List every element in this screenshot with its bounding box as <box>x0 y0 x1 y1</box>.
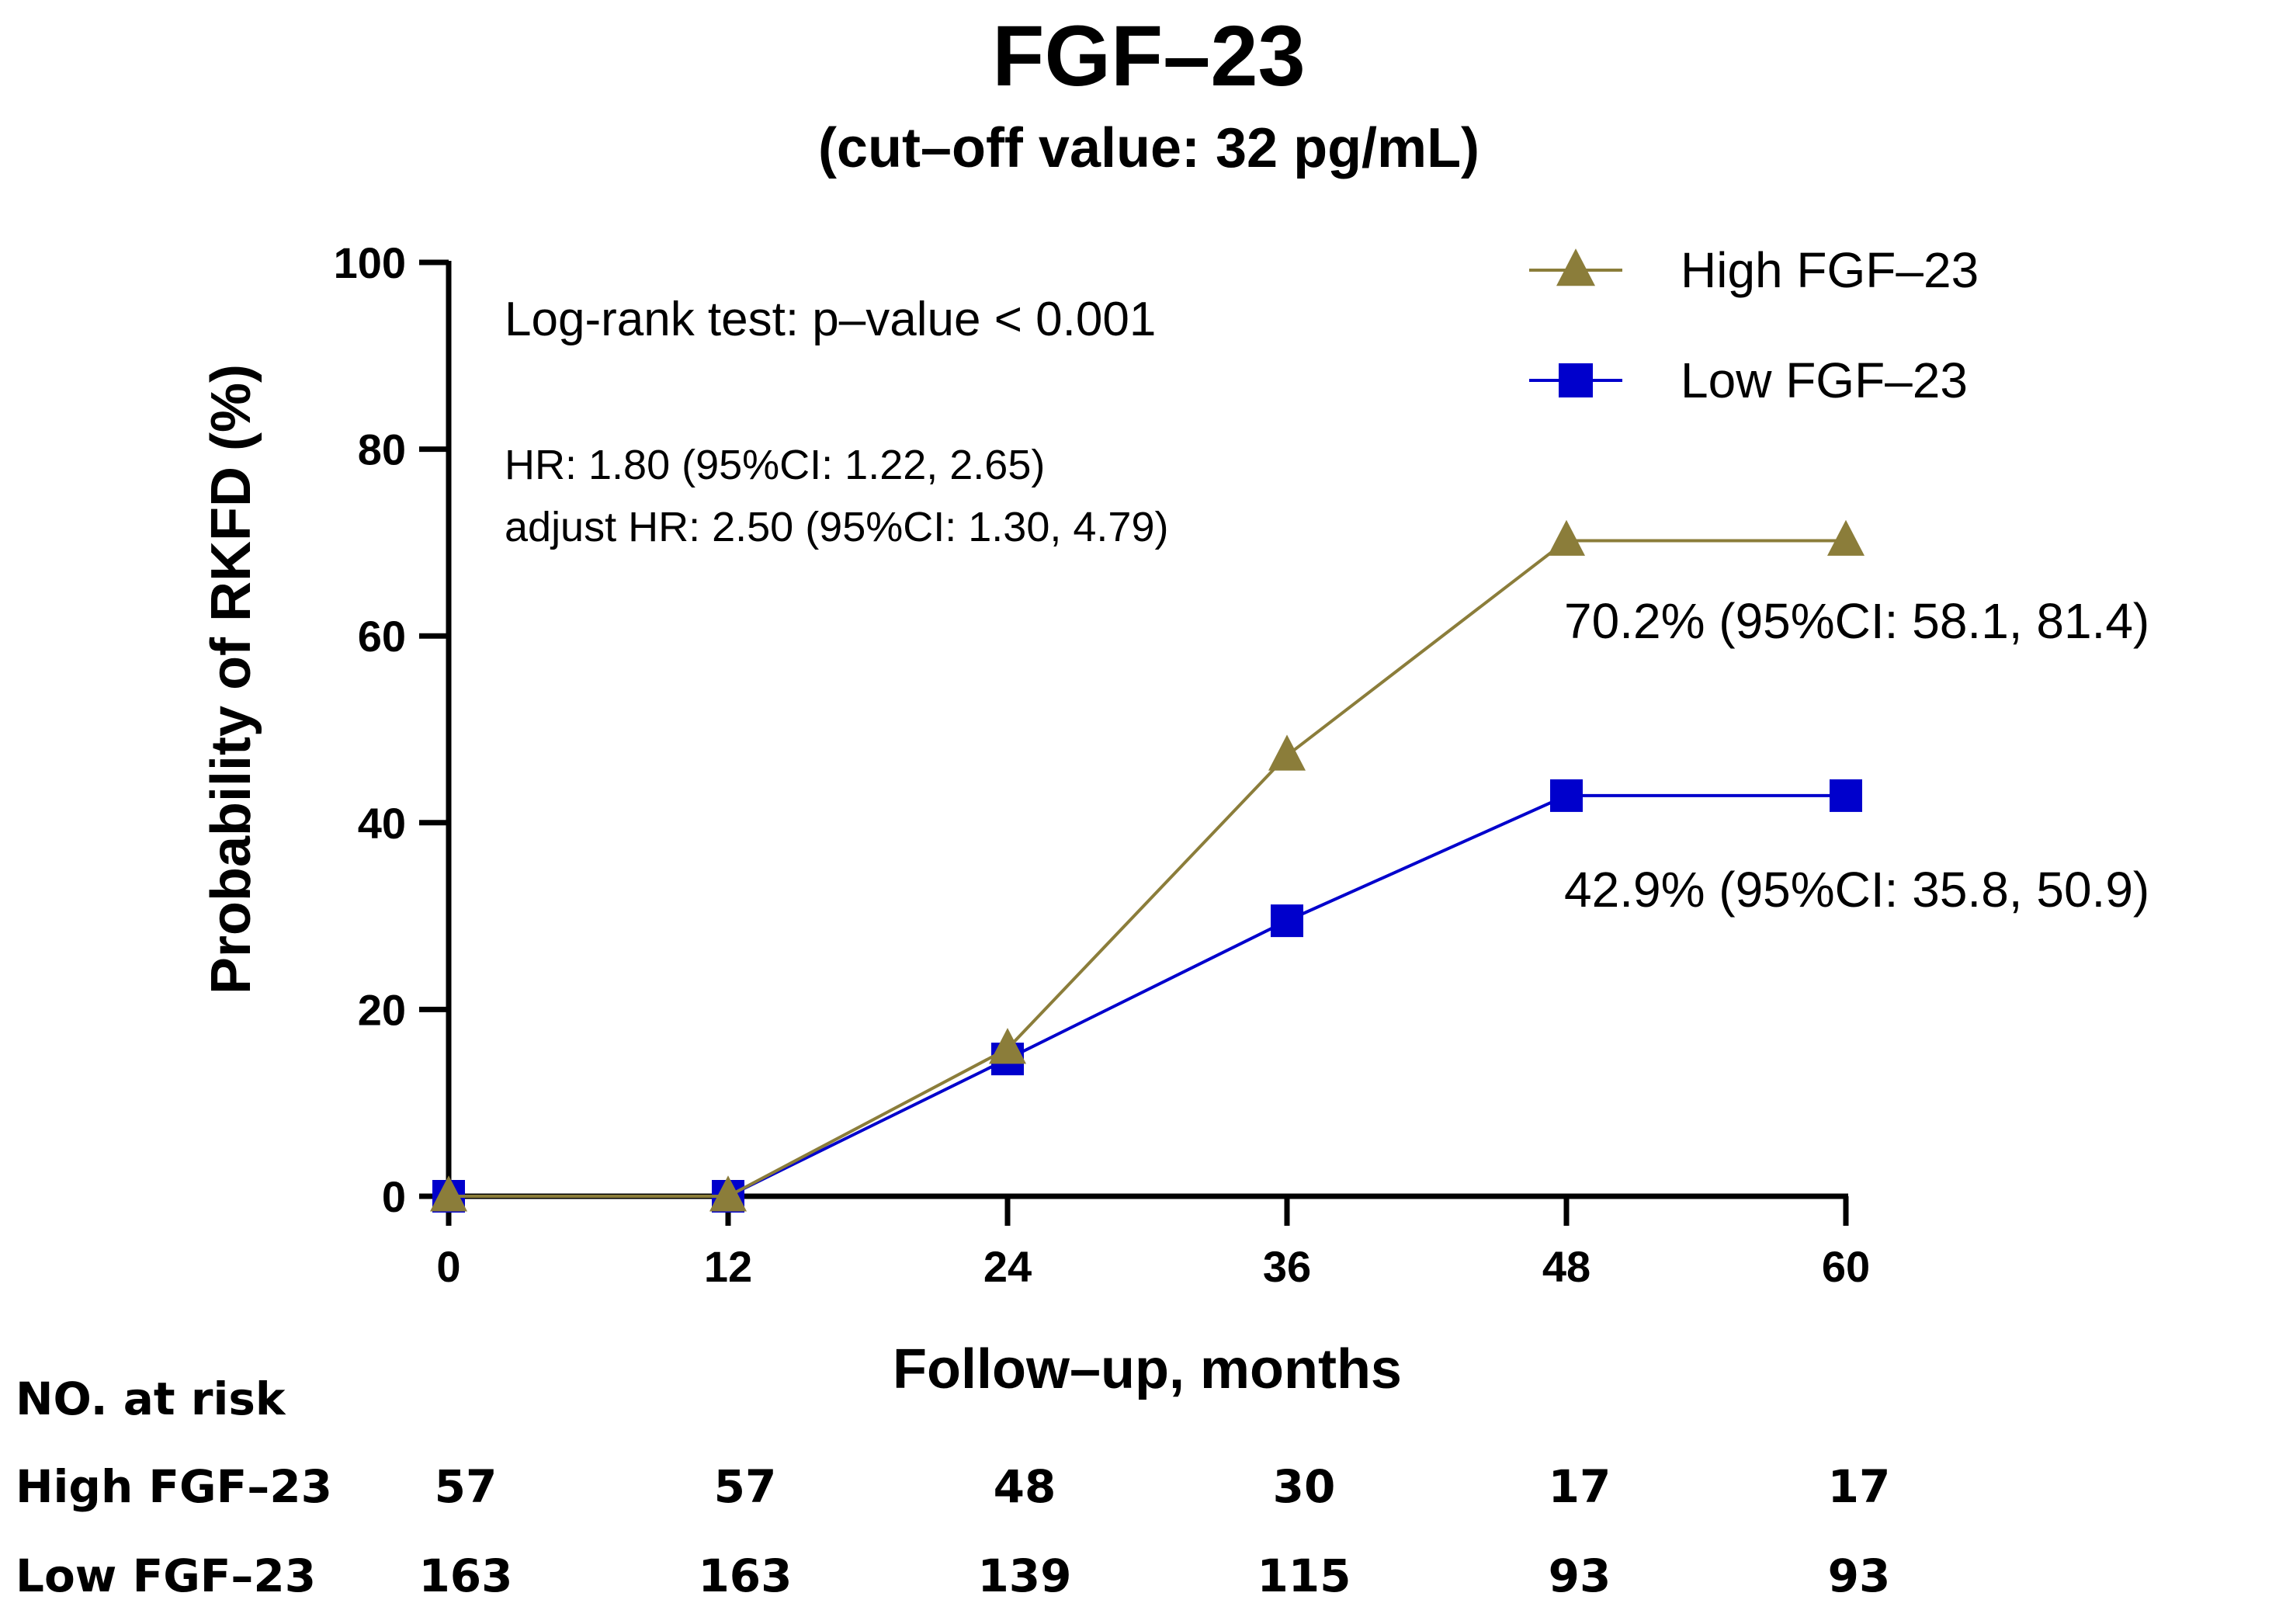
chart-title: FGF–23 <box>992 9 1305 104</box>
hr-annotation: HR: 1.80 (95%CI: 1.22, 2.65) <box>505 442 1045 488</box>
y-axis-label: Probability of RKFD (%) <box>200 364 262 994</box>
series-low <box>432 779 1862 1213</box>
risk-cell: 17 <box>1549 1460 1611 1513</box>
triangle-marker <box>430 1175 467 1212</box>
y-tick-label: 80 <box>358 425 406 474</box>
y-axis: 0 20 40 60 80 100 <box>334 238 452 1221</box>
x-tick-label: 0 <box>436 1242 460 1291</box>
square-marker <box>1830 779 1862 812</box>
high-end-label: 70.2% (95%CI: 58.1, 81.4) <box>1564 593 2149 649</box>
risk-table-row: Low FGF–23 163 163 139 115 93 93 <box>16 1549 1890 1602</box>
risk-row-label: Low FGF–23 <box>16 1549 316 1602</box>
chart-subtitle: (cut–off value: 32 pg/mL) <box>818 117 1479 179</box>
legend-triangle-marker <box>1556 248 1595 286</box>
y-tick-label: 0 <box>382 1172 406 1221</box>
legend-item: High FGF–23 <box>1529 242 1979 298</box>
legend-item: Low FGF–23 <box>1529 352 1968 408</box>
square-marker <box>1271 904 1303 938</box>
risk-cell: 93 <box>1828 1549 1891 1602</box>
legend-label: Low FGF–23 <box>1681 352 1968 408</box>
x-axis: 0 12 24 36 48 60 <box>436 1193 1870 1291</box>
legend-label: High FGF–23 <box>1681 242 1979 298</box>
triangle-marker <box>1548 519 1585 556</box>
y-tick-label: 100 <box>334 238 406 287</box>
series-line <box>449 793 1846 1198</box>
legend: High FGF–23 Low FGF–23 <box>1529 242 1979 408</box>
risk-cell: 93 <box>1549 1549 1611 1602</box>
triangle-marker <box>709 1175 747 1212</box>
risk-cell: 30 <box>1273 1460 1336 1513</box>
y-tick-label: 40 <box>358 799 406 848</box>
legend-square-marker <box>1559 363 1593 397</box>
risk-cell: 57 <box>435 1460 498 1513</box>
series-layer <box>430 519 1865 1213</box>
risk-cell: 139 <box>977 1549 1071 1602</box>
triangle-marker <box>1827 519 1865 556</box>
square-marker <box>1550 779 1583 812</box>
risk-row-label: High FGF–23 <box>16 1460 332 1513</box>
x-tick-label: 48 <box>1542 1242 1590 1291</box>
adjust-hr-annotation: adjust HR: 2.50 (95%CI: 1.30, 4.79) <box>505 504 1168 550</box>
y-tick-label: 60 <box>358 612 406 661</box>
triangle-marker <box>1268 734 1306 771</box>
x-tick-label: 60 <box>1822 1242 1870 1291</box>
y-tick-label: 20 <box>358 985 406 1034</box>
triangle-marker <box>989 1028 1026 1064</box>
risk-cell: 17 <box>1828 1460 1891 1513</box>
risk-cell: 163 <box>418 1549 512 1602</box>
risk-table-row: High FGF–23 57 57 48 30 17 17 <box>16 1460 1890 1513</box>
x-tick-label: 36 <box>1263 1242 1311 1291</box>
risk-cell: 163 <box>698 1549 792 1602</box>
x-tick-label: 24 <box>983 1242 1032 1291</box>
series-high <box>430 519 1865 1212</box>
x-axis-label: Follow–up, months <box>893 1338 1402 1400</box>
logrank-annotation: Log-rank test: p–value < 0.001 <box>505 293 1156 346</box>
risk-table-header: NO. at risk <box>16 1372 286 1425</box>
risk-table: High FGF–23 57 57 48 30 17 17 Low FGF–23 163 163 1… <box>16 1460 1890 1602</box>
risk-cell: 48 <box>994 1460 1056 1513</box>
risk-cell: 57 <box>714 1460 777 1513</box>
low-end-label: 42.9% (95%CI: 35.8, 50.9) <box>1564 862 2149 918</box>
series-line <box>449 539 1846 1198</box>
risk-cell: 115 <box>1257 1549 1351 1602</box>
x-tick-label: 12 <box>704 1242 752 1291</box>
